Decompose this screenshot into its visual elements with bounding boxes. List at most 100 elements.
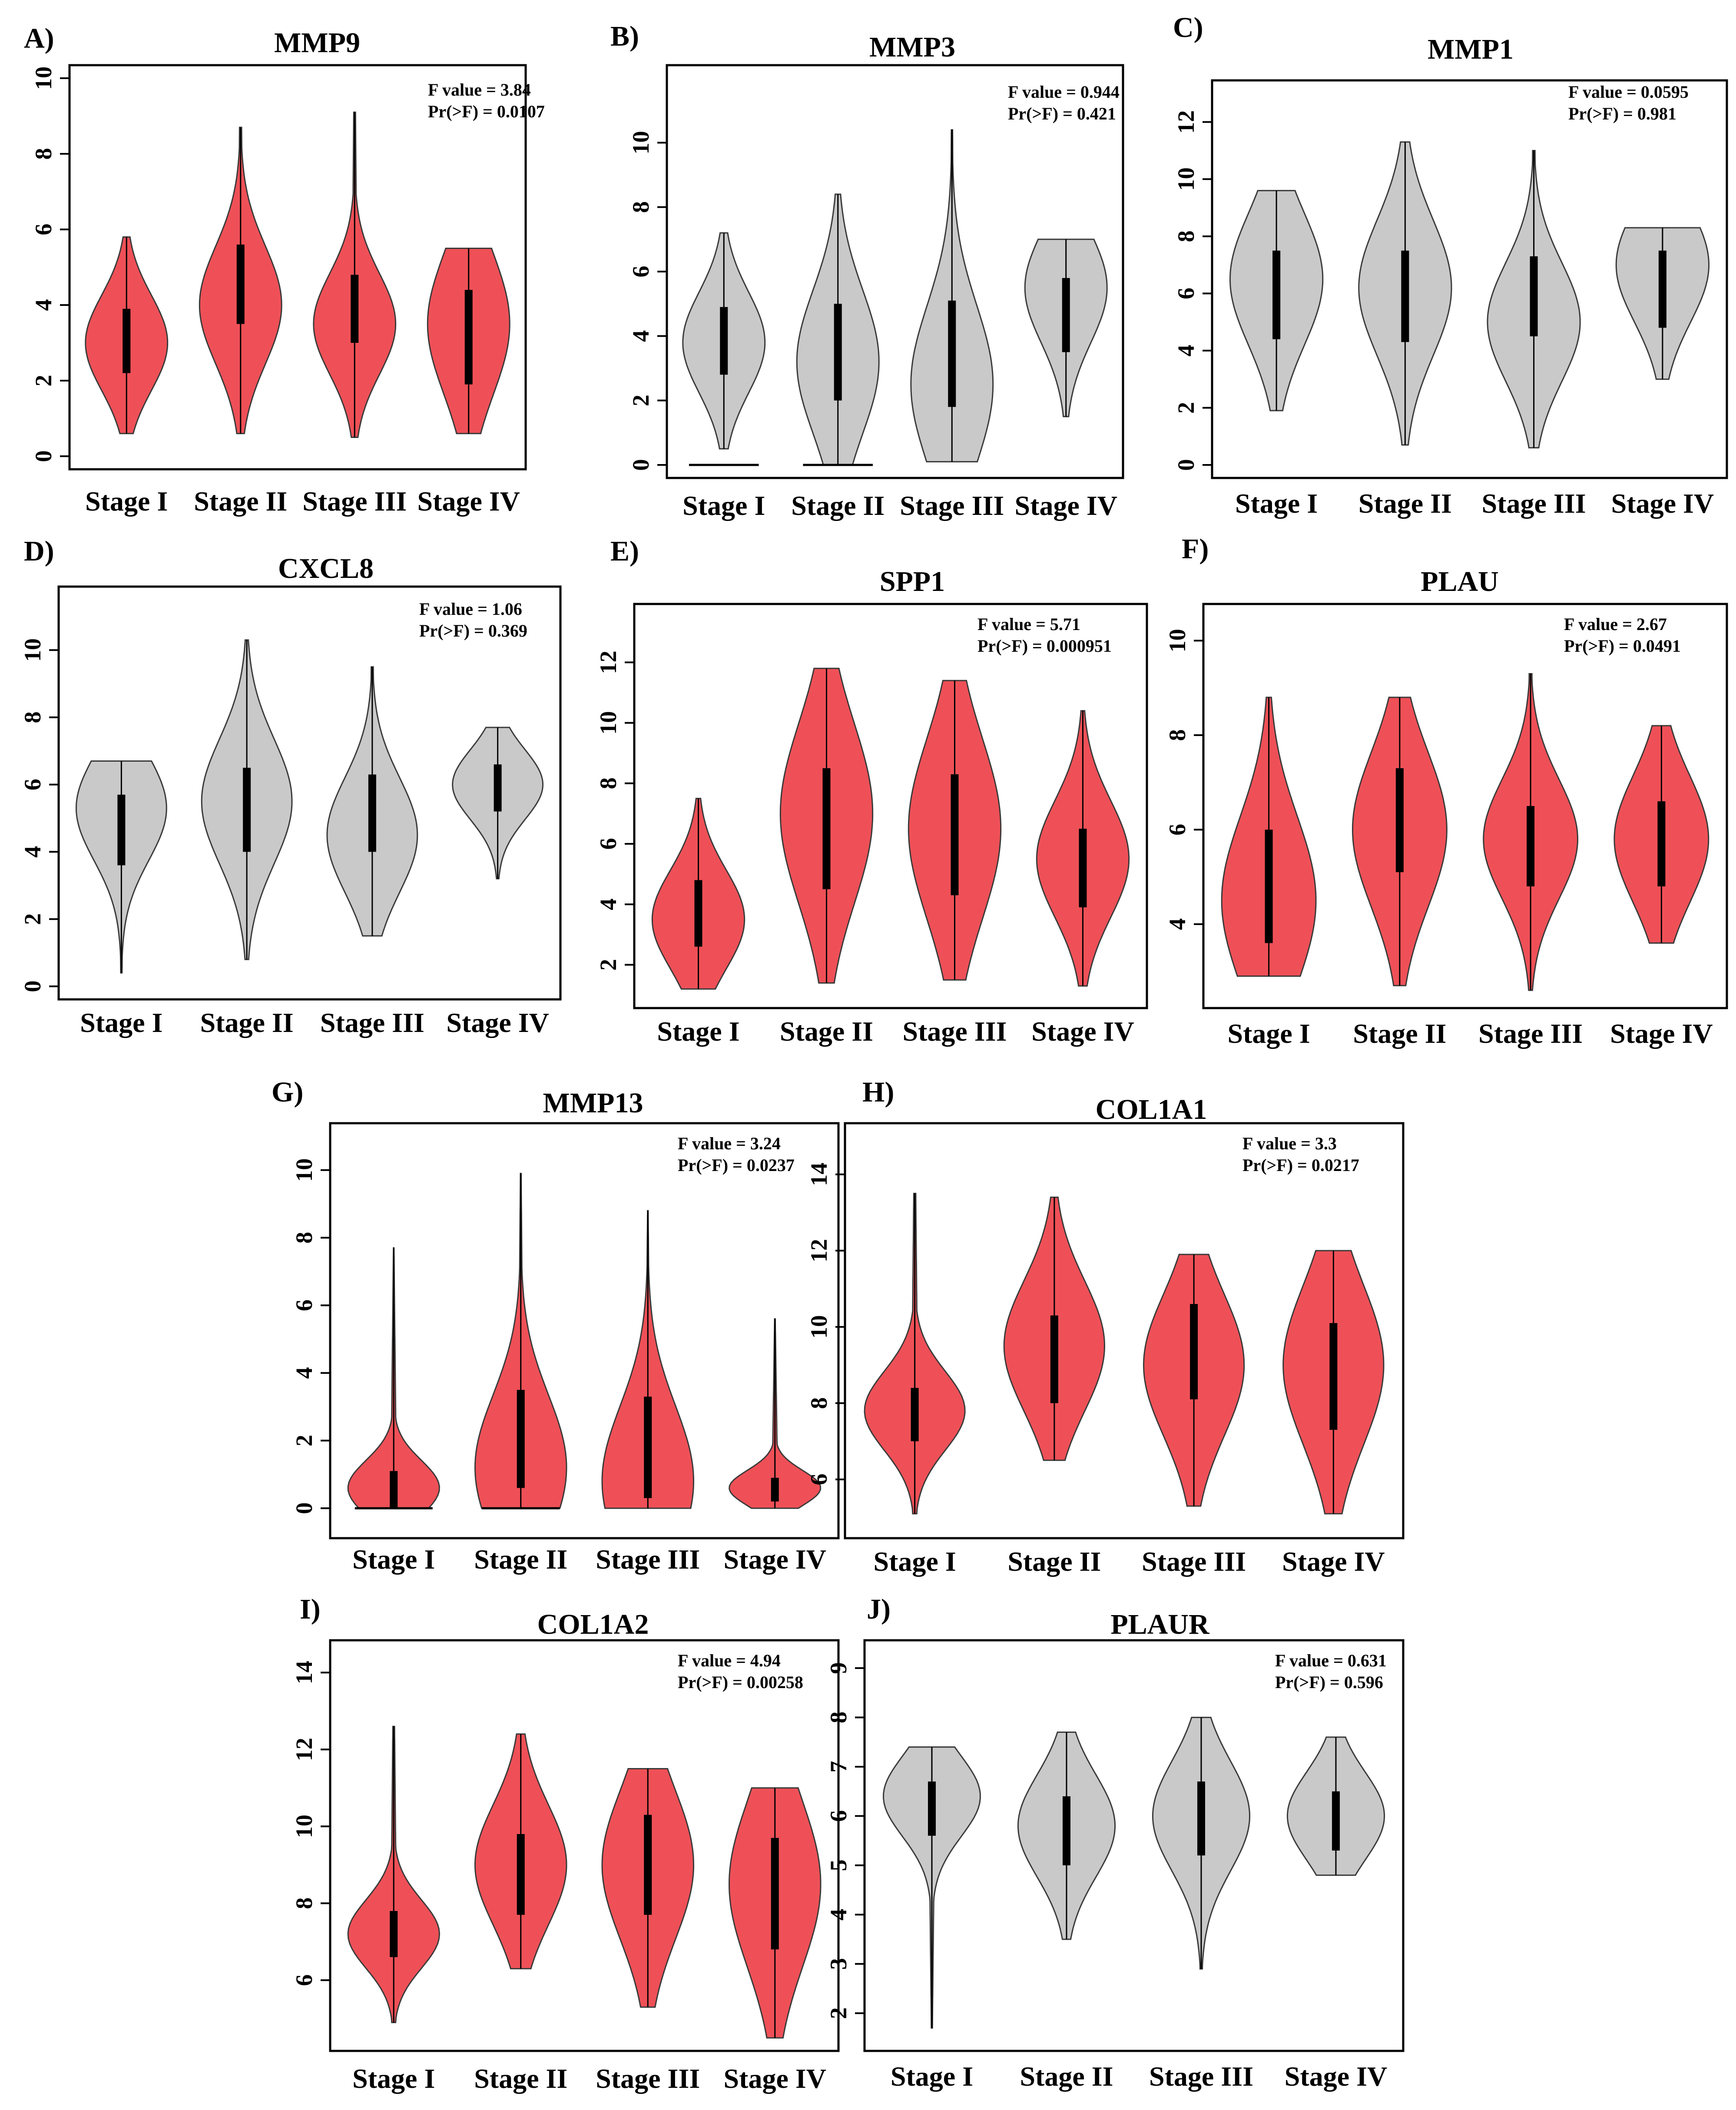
y-tick-label: 5 (825, 1859, 851, 1871)
iqr-box (1062, 278, 1070, 352)
f-value-text: F value = 3.3 (1242, 1134, 1337, 1153)
plot-frame (1211, 79, 1728, 479)
chart-title: MMP13 (543, 1087, 643, 1119)
iqr-box (1190, 1304, 1198, 1400)
f-value-text: F value = 0.944 (1008, 82, 1120, 102)
iqr-box (351, 275, 359, 343)
x-category-label: Stage IV (724, 1544, 826, 1575)
x-category-label: Stage III (302, 486, 407, 517)
y-tick-label: 6 (825, 1810, 851, 1822)
f-value-text: F value = 1.06 (419, 599, 522, 619)
y-tick-label: 14 (291, 1661, 317, 1684)
iqr-box (1050, 1315, 1058, 1403)
panel-plaur: J) PLAUR 2 3 4 5 6 7 8 9 F value = 0.631 Pr(>F) = 0… (825, 1593, 1405, 2092)
p-value-text: Pr(>F) = 0.0237 (678, 1155, 795, 1175)
x-category-label: Stage IV (1015, 490, 1117, 521)
chart-title: COL1A1 (1096, 1094, 1207, 1125)
panel-cxcl8: D) CXCL8 0 2 4 6 8 10 F value = 1.06 Pr(>F) = 0.3… (20, 535, 562, 1038)
y-tick-label: 0 (1173, 459, 1199, 471)
x-category-label: Stage IV (1611, 488, 1714, 519)
x-category-label: Stage III (1482, 488, 1586, 519)
panel-mmp9: A) MMP9 0 2 4 6 8 10 F value = 3.84 Pr(>F) = 0.01… (24, 23, 545, 517)
p-value-text: Pr(>F) = 0.981 (1568, 104, 1676, 123)
panel-letter: I) (300, 1593, 321, 1625)
panel-letter: A) (24, 23, 54, 54)
x-category-label: Stage IV (724, 2063, 826, 2094)
x-category-label: Stage III (1149, 2061, 1253, 2092)
x-category-label: Stage III (596, 1544, 700, 1575)
y-tick-label: 6 (30, 224, 56, 236)
iqr-box (822, 768, 831, 889)
iqr-box (1395, 768, 1404, 873)
y-tick-label: 2 (628, 395, 654, 406)
iqr-box (644, 1397, 652, 1498)
iqr-box (694, 880, 702, 947)
x-category-label: Stage IV (1282, 1546, 1385, 1577)
p-value-text: Pr(>F) = 0.369 (419, 621, 527, 640)
panel-letter: E) (610, 535, 639, 567)
y-tick-label: 6 (595, 838, 621, 850)
x-category-label: Stage I (657, 1016, 739, 1047)
y-tick-label: 6 (1173, 288, 1199, 299)
y-tick-label: 2 (1173, 402, 1199, 414)
iqr-box (517, 1834, 525, 1915)
y-tick-label: 0 (628, 459, 654, 471)
p-value-text: Pr(>F) = 0.000951 (977, 636, 1112, 656)
f-value-text: F value = 3.24 (678, 1134, 781, 1153)
y-tick-label: 10 (595, 711, 621, 735)
iqr-box (368, 774, 376, 852)
plot-frame (844, 1122, 1405, 1539)
iqr-box (1265, 829, 1273, 943)
x-category-label: Stage I (85, 486, 168, 517)
x-category-label: Stage I (80, 1007, 162, 1038)
y-tick-label: 10 (20, 638, 46, 662)
x-category-label: Stage II (200, 1007, 294, 1038)
iqr-box (390, 1471, 398, 1509)
p-value-text: Pr(>F) = 0.421 (1008, 104, 1116, 123)
iqr-box (948, 300, 956, 407)
y-tick-label: 8 (1173, 230, 1199, 242)
y-tick-label: 0 (291, 1503, 317, 1514)
y-tick-label: 12 (595, 650, 621, 674)
y-tick-label: 7 (825, 1761, 851, 1772)
y-tick-label: 8 (30, 148, 56, 160)
chart-title: PLAUR (1110, 1609, 1210, 1640)
iqr-box (928, 1782, 936, 1836)
x-category-label: Stage I (352, 2063, 435, 2094)
iqr-box (1332, 1791, 1340, 1851)
y-tick-label: 0 (20, 981, 46, 992)
y-tick-label: 4 (595, 899, 621, 910)
y-tick-label: 6 (806, 1473, 832, 1485)
x-category-label: Stage II (1020, 2061, 1113, 2092)
chart-title: SPP1 (880, 566, 945, 597)
plot-frame (1202, 603, 1728, 1009)
iqr-box (390, 1911, 398, 1957)
y-tick-label: 6 (291, 1300, 317, 1311)
iqr-box (1658, 250, 1666, 328)
f-value-text: F value = 2.67 (1564, 614, 1667, 634)
y-tick-label: 4 (1173, 345, 1199, 356)
x-category-label: Stage III (902, 1016, 1007, 1047)
x-category-label: Stage II (1007, 1546, 1101, 1577)
y-tick-label: 4 (1164, 918, 1190, 930)
x-category-label: Stage II (194, 486, 287, 517)
x-category-label: Stage III (320, 1007, 424, 1038)
y-tick-label: 3 (825, 1958, 851, 1970)
iqr-box (1657, 801, 1666, 886)
panel-letter: H) (862, 1076, 894, 1108)
y-tick-label: 8 (825, 1712, 851, 1723)
y-tick-label: 12 (291, 1738, 317, 1761)
y-tick-label: 4 (30, 299, 56, 311)
y-tick-label: 8 (1164, 729, 1190, 741)
y-tick-label: 8 (628, 201, 654, 213)
panel-letter: F) (1182, 533, 1209, 565)
iqr-box (1530, 256, 1538, 337)
iqr-box (720, 307, 728, 375)
plot-frame (329, 1122, 840, 1539)
x-category-label: Stage II (1358, 488, 1452, 519)
y-tick-label: 8 (595, 777, 621, 789)
iqr-box (123, 309, 131, 373)
panel-col1a2: I) COL1A2 6 8 10 12 14 F value = 4.94 Pr(>F) = 0… (291, 1593, 840, 2094)
x-category-label: Stage II (791, 490, 885, 521)
